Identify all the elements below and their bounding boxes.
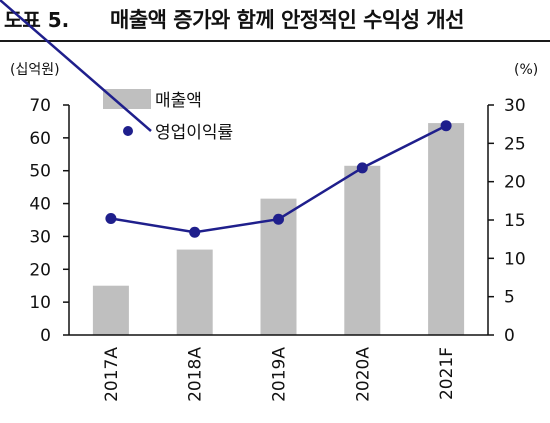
revenue-bar xyxy=(428,123,465,335)
right-tick-label: 10 xyxy=(504,249,526,269)
right-tick-label: 5 xyxy=(504,288,515,308)
left-tick-label: 0 xyxy=(40,326,51,346)
title-divider xyxy=(0,40,550,42)
legend-bar-swatch xyxy=(103,89,151,109)
right-tick-label: 20 xyxy=(504,173,526,193)
x-tick-label: 2018A xyxy=(186,347,206,402)
x-tick-label: 2017A xyxy=(102,347,122,402)
left-tick-label: 10 xyxy=(29,293,51,313)
margin-point xyxy=(105,212,117,224)
right-tick-label: 0 xyxy=(504,326,515,346)
right-axis-unit: (%) xyxy=(514,62,538,78)
x-tick-label: 2019A xyxy=(270,347,290,402)
margin-point xyxy=(356,162,368,174)
margin-point xyxy=(440,120,452,132)
right-tick-label: 15 xyxy=(504,211,526,231)
margin-point xyxy=(273,213,284,225)
legend-line-label: 영업이익률 xyxy=(155,123,233,143)
legend-line-marker xyxy=(123,126,133,136)
left-tick-label: 60 xyxy=(29,129,51,149)
right-tick-label: 25 xyxy=(504,134,526,154)
margin-point xyxy=(189,226,201,238)
x-tick-label: 2020A xyxy=(353,347,373,402)
right-tick-label: 30 xyxy=(504,96,526,116)
legend-line-swatch xyxy=(0,0,152,132)
left-tick-label: 50 xyxy=(29,162,51,182)
left-tick-label: 20 xyxy=(29,260,51,280)
x-tick-label: 2021F xyxy=(437,347,457,400)
left-tick-label: 30 xyxy=(29,227,51,247)
left-tick-label: 40 xyxy=(29,195,51,215)
legend-bar-label: 매출액 xyxy=(155,91,202,111)
chart-title: 매출액 증가와 함께 안정적인 수익성 개선 xyxy=(110,8,465,32)
left-tick-label: 70 xyxy=(29,96,51,116)
left-axis-unit: (십억원) xyxy=(10,62,60,78)
revenue-bar xyxy=(344,165,381,335)
revenue-bar xyxy=(176,249,213,335)
revenue-bar xyxy=(92,285,129,335)
